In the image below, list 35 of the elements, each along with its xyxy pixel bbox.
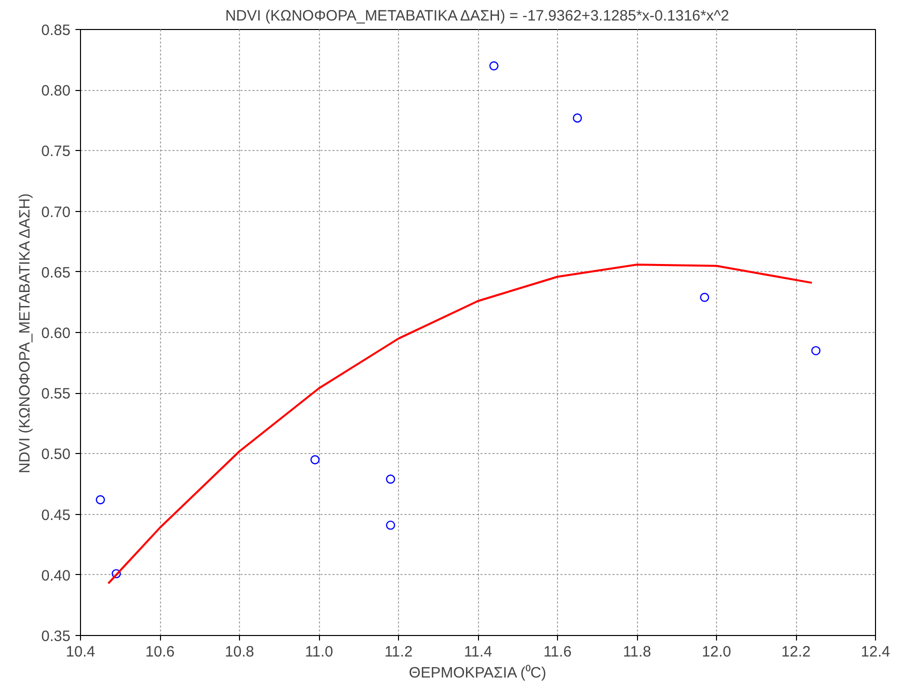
- y-tick-label: 0.60: [41, 325, 71, 342]
- point: [96, 495, 105, 504]
- y-tick-label: 0.80: [41, 82, 71, 100]
- x-tick-label: 12.0: [702, 644, 732, 660]
- point: [310, 455, 320, 464]
- x-tick-label: 11.2: [384, 644, 413, 660]
- x-tick-label: 10.4: [66, 644, 96, 660]
- x-tick-label: 10.8: [224, 644, 254, 660]
- point: [700, 292, 710, 302]
- point: [112, 569, 121, 578]
- x-tick-label: 11.6: [543, 644, 572, 660]
- point: [572, 113, 582, 123]
- x-tick-label: 12.4: [860, 644, 890, 660]
- chart-title: NDVI (ΚΩΝΟΦΟΡΑ_ΜΕΤΑΒΑΤΙΚΑ ΔΑΣΗ) = -17.9362+3.1285*x-0.1316*x^2: [225, 8, 730, 24]
- y-axis-title: NDVI (ΚΩΝΟΦΟΡΑ_ΜΕΤΑΒΑΤΙΚΑ ΔΑΣΗ): [16, 193, 34, 474]
- x-tick-label: 12.2: [781, 644, 811, 660]
- x-tick-label: 11.8: [622, 644, 652, 660]
- y-tick-label: 0.55: [41, 386, 71, 403]
- x-tick-label: 11.4: [464, 644, 492, 660]
- y-tick-label: 0.40: [41, 567, 71, 584]
- y-tick-label: 0.75: [41, 143, 71, 160]
- y-tick-label: 0.70: [41, 204, 71, 221]
- x-tick-label: 11.0: [304, 644, 334, 660]
- y-tick-label: 0.50: [41, 446, 71, 464]
- line-series: [107, 264, 813, 584]
- point: [489, 61, 498, 70]
- y-tick-label: 0.65: [41, 264, 71, 282]
- point: [386, 474, 396, 484]
- x-axis-title: ΘΕΡΜΟΚΡΑΣΙΑ (⁰C): [408, 664, 546, 682]
- point: [811, 346, 820, 356]
- y-tick-label: 0.85: [41, 22, 71, 39]
- y-tick-label: 0.45: [41, 506, 71, 524]
- y-tick-label: 0.35: [41, 628, 71, 645]
- point: [386, 520, 396, 530]
- x-tick-label: 10.6: [145, 644, 175, 660]
